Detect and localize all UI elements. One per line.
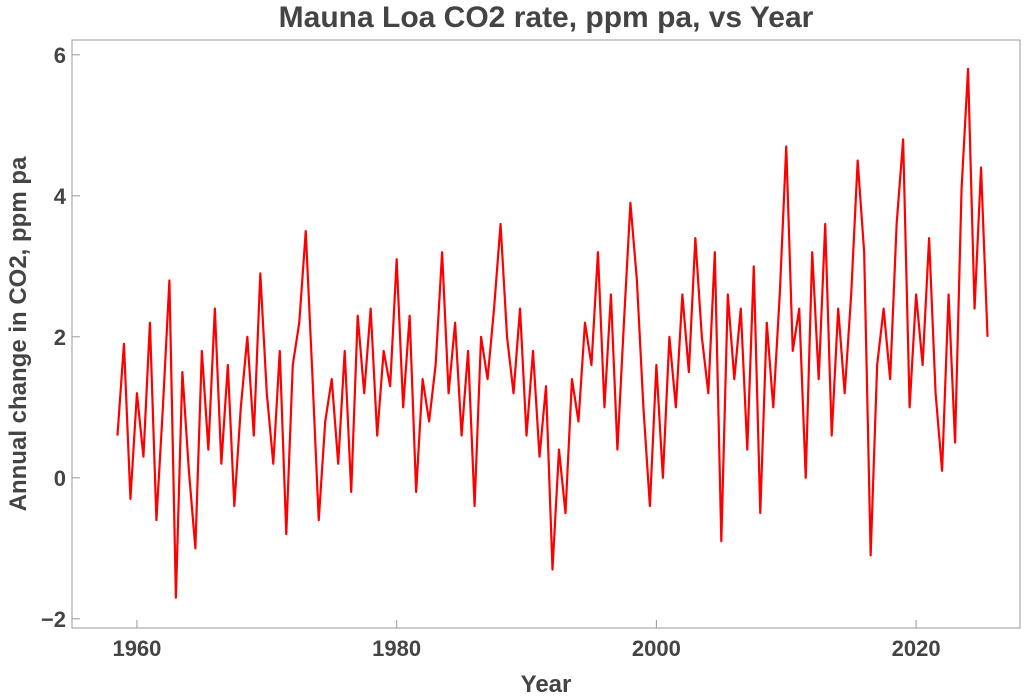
x-tick-label: 1980 [372,636,421,661]
y-tick-label: 6 [54,43,66,68]
y-tick-label: 4 [54,184,67,209]
y-tick-label: 2 [54,325,66,350]
y-tick-label: 0 [54,466,66,491]
data-line [116,67,989,599]
x-axis-label: Year [521,671,572,698]
y-tick-label: −2 [41,607,66,632]
x-tick-label: 2020 [892,636,941,661]
x-tick-label: 2000 [632,636,681,661]
x-tick-label: 1960 [112,636,161,661]
plot-frame [71,39,1021,629]
y-axis-label: Annual change in CO2, ppm pa [5,156,32,511]
chart-title: Mauna Loa CO2 rate, ppm pa, vs Year [279,1,814,34]
